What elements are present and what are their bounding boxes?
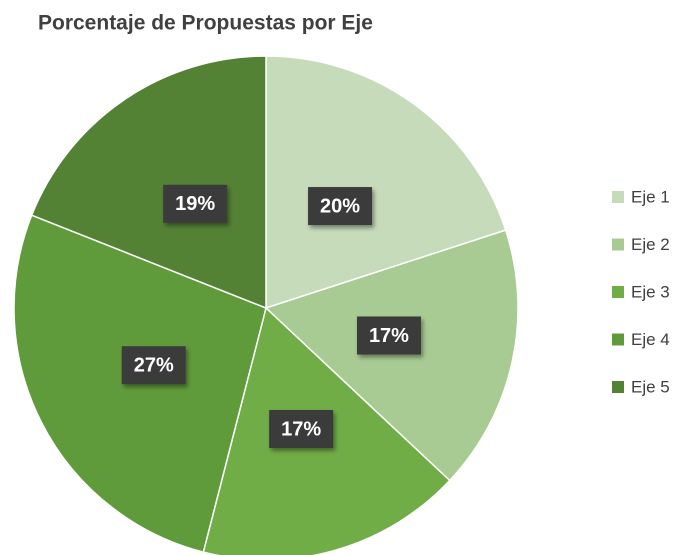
legend-label: Eje 3: [631, 282, 670, 301]
legend-swatch: [612, 333, 624, 346]
data-label: 27%: [134, 354, 174, 376]
legend-swatch: [612, 191, 624, 203]
data-label: 17%: [369, 325, 409, 347]
legend-label: Eje 4: [631, 330, 670, 349]
pie-slice: [265, 55, 507, 310]
data-label-box: [121, 346, 186, 385]
pie: [13, 55, 519, 555]
data-label: 19%: [175, 193, 215, 215]
data-label-box: [356, 316, 421, 355]
data-labels: 20% 17% 17% 27% 19%: [121, 184, 421, 448]
legend-swatch: [612, 381, 624, 393]
legend-label: Eje 1: [631, 187, 670, 206]
data-label-box: [163, 184, 228, 223]
data-label-box: [308, 187, 373, 226]
legend: Eje 1 Eje 2 Eje 3 Eje 4 Eje 5: [612, 187, 670, 396]
legend-swatch: [612, 238, 624, 251]
data-label: 17%: [281, 418, 321, 440]
legend-swatch: [612, 286, 624, 298]
data-label: 20%: [320, 195, 360, 217]
data-label-box: [269, 409, 334, 448]
pie-slice: [264, 229, 519, 482]
pie-slice: [30, 55, 267, 310]
legend-label: Eje 2: [631, 235, 670, 254]
legend-label: Eje 5: [631, 377, 670, 396]
chart-title: Porcentaje de Propuestas por Eje: [38, 12, 373, 35]
